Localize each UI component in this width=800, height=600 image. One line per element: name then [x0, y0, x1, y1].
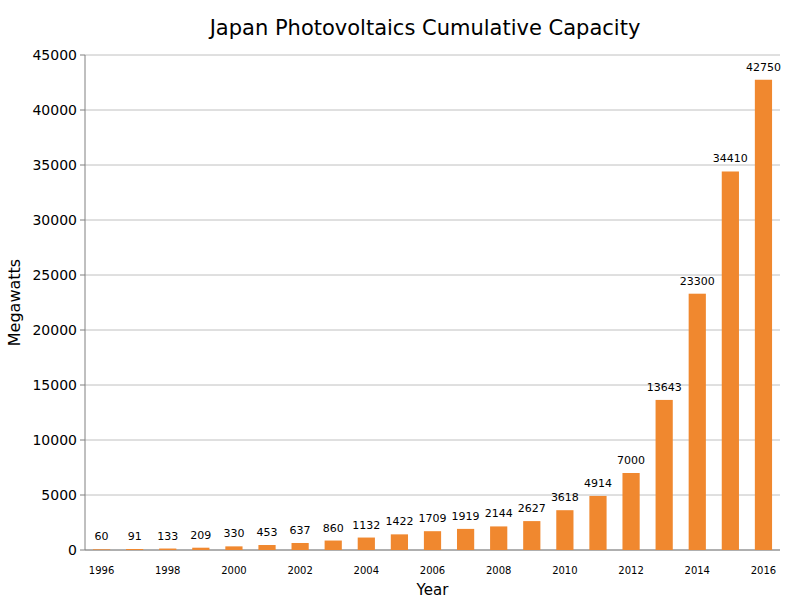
chart-title: Japan Photovoltaics Cumulative Capacity [208, 16, 641, 40]
y-tick [80, 275, 85, 276]
data-label: 2627 [518, 502, 546, 515]
bar [225, 546, 242, 550]
x-tick-label: 1998 [155, 565, 180, 576]
data-label: 34410 [713, 152, 748, 165]
bar [622, 473, 639, 550]
x-axis-label: Year [416, 581, 450, 599]
data-label: 1919 [452, 510, 480, 523]
bar [358, 538, 375, 550]
y-tick-label: 30000 [32, 212, 77, 228]
grid-line [85, 495, 780, 496]
data-label: 3618 [551, 491, 579, 504]
y-tick [80, 165, 85, 166]
data-label: 1132 [352, 519, 380, 532]
bars [93, 80, 772, 550]
bar [424, 531, 441, 550]
bar [192, 548, 209, 550]
y-tick [80, 220, 85, 221]
x-tick-label: 2002 [287, 565, 312, 576]
chart-container: 0 5000 10000 15000 20000 25000 30000 35000 40000… [0, 0, 800, 600]
y-tick-label: 35000 [32, 157, 77, 173]
bar [523, 521, 540, 550]
data-label: 330 [223, 527, 244, 540]
y-tick-label: 10000 [32, 432, 77, 448]
y-tick [80, 550, 85, 551]
y-tick [80, 110, 85, 111]
data-label: 4914 [584, 477, 612, 490]
x-tick-label: 2010 [552, 565, 577, 576]
data-label: 42750 [746, 61, 781, 74]
grid-line [85, 275, 780, 276]
x-tick-label: 2014 [685, 565, 710, 576]
grid-line [85, 440, 780, 441]
y-tick-label: 25000 [32, 267, 77, 283]
y-tick [80, 440, 85, 441]
grid-line [85, 165, 780, 166]
y-tick-label: 0 [68, 542, 77, 558]
chart-svg: 0 5000 10000 15000 20000 25000 30000 35000 40000… [0, 0, 800, 600]
grid-line [85, 110, 780, 111]
bar [556, 510, 573, 550]
bar [656, 400, 673, 550]
grid-line [85, 220, 780, 221]
bar [126, 549, 143, 550]
x-tick-label: 2012 [618, 565, 643, 576]
bar [325, 541, 342, 550]
y-tick-label: 20000 [32, 322, 77, 338]
x-tick-label: 2008 [486, 565, 511, 576]
bar [490, 526, 507, 550]
y-tick-label: 45000 [32, 47, 77, 63]
grid [80, 55, 780, 550]
y-tick [80, 495, 85, 496]
data-label: 91 [128, 530, 142, 543]
data-label: 2144 [485, 507, 513, 520]
data-label: 60 [95, 530, 109, 543]
data-label: 133 [157, 530, 178, 543]
data-label: 23300 [680, 275, 715, 288]
data-label: 860 [323, 522, 344, 535]
y-tick [80, 330, 85, 331]
bar [589, 496, 606, 550]
bar [391, 534, 408, 550]
data-label: 209 [190, 529, 211, 542]
x-tick-label: 2016 [751, 565, 776, 576]
x-tick-label: 1996 [89, 565, 114, 576]
grid-line [85, 330, 780, 331]
bar [292, 543, 309, 550]
x-tick-label: 2006 [420, 565, 445, 576]
x-tick-label: 2000 [221, 565, 246, 576]
y-tick-label: 5000 [41, 487, 77, 503]
bar [755, 80, 772, 550]
bar [722, 171, 739, 550]
data-label: 637 [290, 524, 311, 537]
data-label: 1422 [385, 515, 413, 528]
y-tick-label: 15000 [32, 377, 77, 393]
bar [159, 549, 176, 550]
grid-line [85, 55, 780, 56]
data-label: 1709 [419, 512, 447, 525]
bar [689, 294, 706, 550]
y-tick-label: 40000 [32, 102, 77, 118]
bar [457, 529, 474, 550]
y-axis-label: Megawatts [5, 259, 24, 346]
data-label: 7000 [617, 454, 645, 467]
y-tick [80, 55, 85, 56]
y-tick [80, 385, 85, 386]
x-tick-label: 2004 [354, 565, 379, 576]
data-label: 13643 [647, 381, 682, 394]
bar [93, 549, 110, 550]
data-label: 453 [257, 526, 278, 539]
y-axis-line [85, 55, 86, 550]
bar [258, 545, 275, 550]
